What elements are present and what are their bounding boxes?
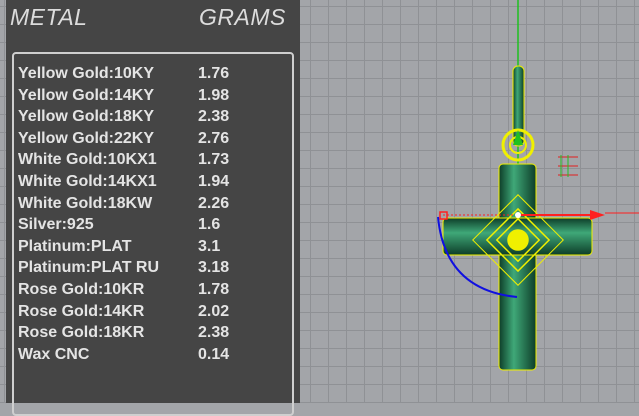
cross-pendant-model[interactable]	[0, 0, 639, 403]
metal-grams: 1.76	[198, 65, 230, 82]
metal-grams: 2.38	[198, 324, 230, 342]
metal-grams: 1.94	[198, 173, 230, 190]
metal-name: Yellow Gold:18KY	[18, 108, 155, 126]
metal-grams: 2.26	[198, 194, 230, 212]
bail-stem	[512, 65, 525, 147]
metal-grams: 3.1	[198, 237, 221, 255]
metal-name: Yellow Gold:22KY	[18, 129, 155, 147]
metal-name: Yellow Gold:14KY	[18, 86, 155, 104]
metal-grams: 2.38	[198, 108, 230, 126]
metal-grams: 0.14	[198, 345, 230, 363]
metal-name: White Gold:14KX1	[18, 173, 157, 190]
center-ornament	[472, 194, 564, 286]
metal-grams: 1.78	[198, 281, 230, 298]
metal-grams: 2.02	[198, 302, 230, 320]
grams-column-header: GRAMS	[199, 4, 286, 30]
metal-name: Platinum:PLAT RU	[18, 259, 160, 277]
metal-name: Silver:925	[18, 216, 94, 234]
metal-grams: 1.73	[198, 151, 230, 169]
metal-grams: 2.76	[198, 129, 230, 147]
metal-name: Rose Gold:10KR	[18, 281, 145, 298]
metal-name: Wax CNC	[18, 345, 90, 363]
metal-name: Rose Gold:18KR	[18, 324, 145, 342]
metal-name: Yellow Gold:10KY	[18, 65, 155, 82]
metal-grams: 1.98	[198, 86, 230, 104]
metal-name: Platinum:PLAT	[18, 237, 132, 255]
metal-name: White Gold:10KX1	[18, 151, 157, 169]
metal-name: Rose Gold:14KR	[18, 302, 145, 320]
metal-column-header: METAL	[10, 4, 88, 30]
metal-grams: 3.18	[198, 259, 230, 277]
metal-name: White Gold:18KW	[18, 194, 153, 212]
metal-weight-panel: METAL GRAMS Yellow Gold:10KY 1.76 Yellow G…	[6, 0, 300, 416]
gumball-scale-handle	[439, 211, 448, 220]
cplane-icon	[558, 155, 578, 177]
metal-grams: 1.6	[198, 216, 221, 234]
gumball-origin	[515, 212, 521, 218]
rotation-arc	[437, 216, 518, 298]
